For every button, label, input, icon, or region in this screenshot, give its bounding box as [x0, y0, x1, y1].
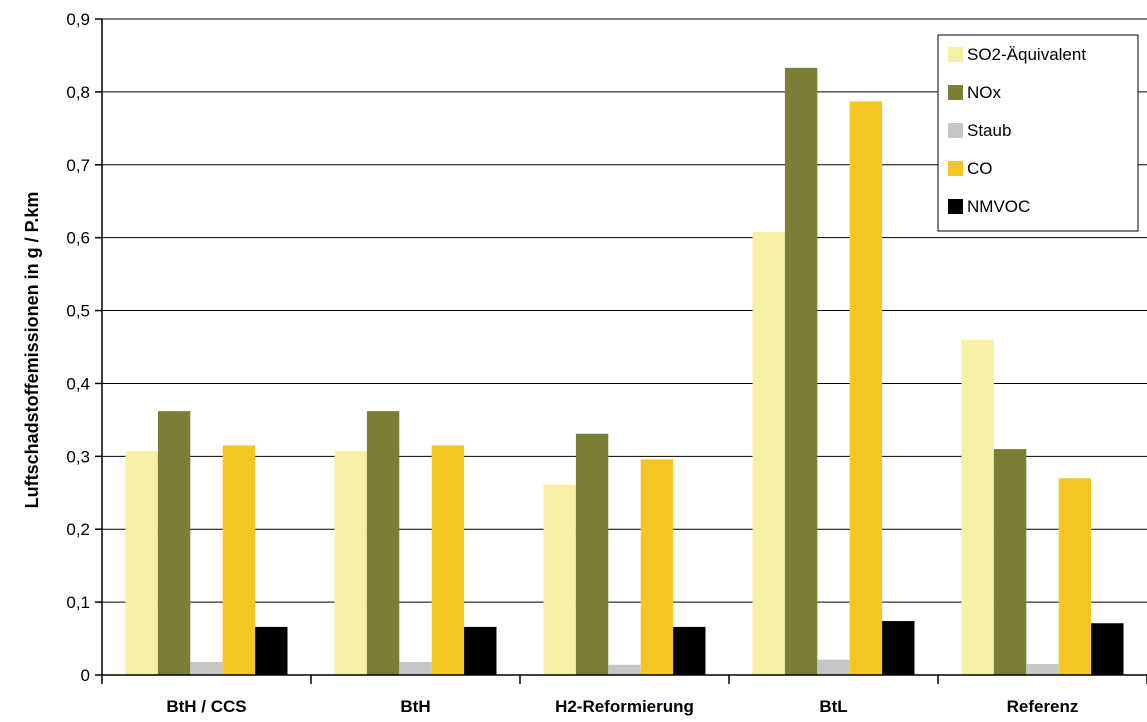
y-tick-label: 0,3 — [66, 447, 90, 466]
y-tick-label: 0,4 — [66, 374, 90, 393]
legend-label: Staub — [967, 121, 1011, 140]
bar-nox-4 — [784, 67, 818, 675]
bar-so2-quivalent-4 — [752, 231, 785, 675]
legend-box — [937, 34, 1139, 232]
bar-nmvoc-5 — [1091, 623, 1124, 675]
x-category-label: BtL — [819, 697, 847, 716]
bar-so2-quivalent-5 — [961, 339, 994, 675]
bar-nmvoc-4 — [882, 621, 915, 675]
bar-co-3 — [640, 459, 674, 675]
bar-nox-3 — [575, 433, 609, 675]
x-category-label: BtH / CCS — [166, 697, 246, 716]
bar-staub-1 — [190, 661, 223, 675]
y-tick-label: 0,1 — [66, 593, 90, 612]
gridlines — [102, 18, 1147, 603]
legend-swatch — [948, 123, 963, 138]
legend-items: SO2-Äquivalent NOx Staub CO NMVOC — [948, 45, 1086, 216]
y-tick-label: 0,8 — [66, 83, 90, 102]
bar-so2-quivalent-1 — [125, 451, 158, 675]
legend-label: NMVOC — [967, 197, 1030, 216]
bar-so2-quivalent-3 — [543, 484, 576, 675]
y-tick-label: 0,2 — [66, 520, 90, 539]
y-tick-label: 0,5 — [66, 302, 90, 321]
bar-staub-3 — [608, 664, 641, 675]
legend-label: SO2-Äquivalent — [967, 45, 1086, 64]
bar-co-1 — [222, 445, 256, 675]
bar-co-5 — [1058, 478, 1092, 675]
legend-swatch — [948, 47, 963, 62]
bar-co-4 — [849, 101, 883, 675]
bar-staub-5 — [1026, 664, 1059, 675]
x-category-label: BtH — [400, 697, 430, 716]
bar-co-2 — [431, 445, 465, 675]
tick-labels: 0 0,1 0,2 0,3 0,4 0,5 0,6 0,7 0,8 0,9 BtH / CCS BtH… — [66, 10, 1078, 716]
bar-nmvoc-3 — [673, 626, 706, 675]
legend-swatch — [948, 161, 963, 176]
y-tick-label: 0 — [81, 666, 90, 685]
axes — [95, 18, 1147, 684]
bars — [125, 67, 1124, 675]
y-tick-label: 0,7 — [66, 156, 90, 175]
bar-nmvoc-1 — [255, 626, 288, 675]
bar-nox-2 — [366, 411, 400, 675]
bar-nmvoc-2 — [464, 626, 497, 675]
x-category-label: Referenz — [1007, 697, 1079, 716]
legend: SO2-Äquivalent NOx Staub CO NMVOC — [937, 34, 1139, 232]
y-axis-title: Luftschadstoffemissionen in g / P.km — [22, 192, 42, 509]
bar-nox-1 — [157, 411, 191, 675]
legend-label: NOx — [967, 83, 1002, 102]
bar-nox-5 — [993, 449, 1027, 675]
y-tick-label: 0,6 — [66, 229, 90, 248]
bar-staub-2 — [399, 661, 432, 675]
y-tick-label: 0,9 — [66, 10, 90, 29]
bar-so2-quivalent-2 — [334, 451, 367, 675]
legend-swatch — [948, 85, 963, 100]
x-category-label: H2-Reformierung — [555, 697, 694, 716]
bar-staub-4 — [817, 659, 850, 675]
legend-swatch — [948, 199, 963, 214]
legend-label: CO — [967, 159, 993, 178]
